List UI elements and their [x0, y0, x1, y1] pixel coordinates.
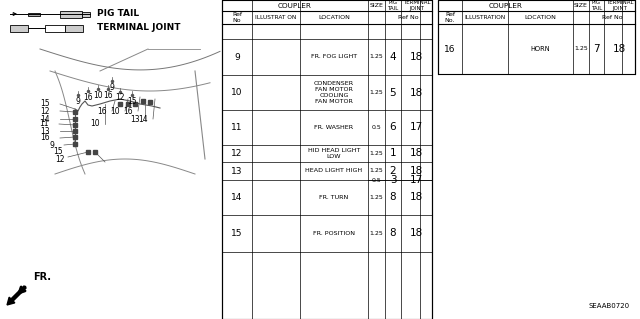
Text: FR. FOG LIGHT: FR. FOG LIGHT: [311, 55, 357, 60]
Text: CONDENSER
FAN MOTOR
COOLING
FAN MOTOR: CONDENSER FAN MOTOR COOLING FAN MOTOR: [314, 81, 354, 104]
Text: 0.5: 0.5: [372, 125, 381, 130]
Bar: [45, 25, 65, 32]
Text: 10: 10: [231, 88, 243, 97]
Text: 6: 6: [390, 122, 396, 132]
Bar: [65, 25, 83, 32]
Text: Ref
No: Ref No: [232, 12, 242, 23]
Text: 1.25: 1.25: [370, 55, 383, 60]
Text: 1.25: 1.25: [370, 168, 383, 174]
Text: PIG
TAIL: PIG TAIL: [591, 0, 602, 11]
Text: 10: 10: [93, 91, 103, 100]
Text: 0.5: 0.5: [372, 177, 381, 182]
Text: FR.: FR.: [33, 272, 51, 282]
Text: 15: 15: [127, 97, 137, 106]
Text: 18: 18: [410, 192, 423, 203]
Text: 15: 15: [231, 229, 243, 238]
Text: SIZE: SIZE: [574, 3, 588, 8]
Text: 15: 15: [40, 100, 50, 108]
Text: 3: 3: [390, 175, 396, 185]
Text: 12: 12: [231, 149, 243, 158]
Text: LOCATION: LOCATION: [318, 15, 350, 20]
Text: 17: 17: [410, 122, 423, 132]
Text: 18: 18: [410, 87, 423, 98]
Text: 18: 18: [410, 228, 423, 239]
Text: 8: 8: [390, 228, 396, 239]
Text: 16: 16: [97, 107, 107, 115]
Text: 1.25: 1.25: [370, 195, 383, 200]
Text: 18: 18: [410, 52, 423, 62]
Text: 17: 17: [410, 175, 423, 185]
Text: 4: 4: [390, 52, 396, 62]
Text: 1.25: 1.25: [370, 151, 383, 156]
Text: 7: 7: [593, 44, 600, 54]
Text: 1.25: 1.25: [370, 231, 383, 236]
Text: SIZE: SIZE: [369, 3, 383, 8]
Text: 12: 12: [115, 93, 125, 102]
Text: HID HEAD LIGHT
LOW: HID HEAD LIGHT LOW: [308, 148, 360, 159]
Text: 15: 15: [53, 147, 63, 157]
Text: 13: 13: [130, 115, 140, 123]
Text: PIG
TAIL: PIG TAIL: [387, 0, 399, 11]
Text: 16: 16: [40, 133, 50, 143]
Text: 8: 8: [390, 192, 396, 203]
Text: ILLUSTRATION: ILLUSTRATION: [465, 15, 506, 20]
Text: 5: 5: [390, 87, 396, 98]
Bar: [222, 0, 432, 319]
Text: 16: 16: [444, 44, 456, 54]
Text: PIG TAIL: PIG TAIL: [97, 10, 139, 19]
Text: FR. WASHER: FR. WASHER: [314, 125, 353, 130]
Text: 2: 2: [390, 166, 396, 176]
FancyArrow shape: [7, 286, 26, 305]
Text: 1: 1: [390, 149, 396, 159]
Text: 10: 10: [110, 107, 120, 115]
Text: 9: 9: [234, 53, 240, 62]
Bar: [438, 0, 635, 74]
Text: 13: 13: [40, 127, 50, 136]
Text: TERMINAL JOINT: TERMINAL JOINT: [97, 24, 180, 33]
Text: 1.25: 1.25: [370, 90, 383, 95]
Bar: [10, 25, 28, 32]
Text: Ref No: Ref No: [398, 15, 419, 20]
Text: 9: 9: [49, 140, 54, 150]
Bar: [60, 11, 82, 18]
Text: 18: 18: [613, 44, 626, 54]
Text: 16: 16: [83, 93, 93, 101]
Text: Ref No: Ref No: [602, 15, 622, 20]
Text: 16: 16: [103, 91, 113, 100]
Text: 16: 16: [123, 107, 133, 115]
Text: 9: 9: [76, 97, 81, 106]
Text: 18: 18: [410, 166, 423, 176]
Text: ILLUSTRAT ON: ILLUSTRAT ON: [255, 15, 297, 20]
Text: FR. POSITION: FR. POSITION: [313, 231, 355, 236]
Text: TERMINAL
JOINT: TERMINAL JOINT: [605, 0, 633, 11]
Text: HORN: HORN: [531, 46, 550, 52]
Bar: [82, 11, 90, 17]
Text: 12: 12: [55, 155, 65, 165]
Text: TERMINAL
JOINT: TERMINAL JOINT: [403, 0, 430, 11]
Text: HEAD LIGHT HIGH: HEAD LIGHT HIGH: [305, 168, 363, 174]
Text: 18: 18: [410, 149, 423, 159]
Text: 14: 14: [40, 115, 50, 123]
Text: 14: 14: [138, 115, 148, 123]
Text: COUPLER: COUPLER: [488, 3, 522, 9]
Text: SEAAB0720: SEAAB0720: [589, 303, 630, 309]
Text: LOCATION: LOCATION: [525, 15, 556, 20]
Text: 14: 14: [231, 193, 243, 202]
Text: 12: 12: [40, 107, 50, 115]
Text: 10: 10: [90, 120, 100, 129]
Text: 13: 13: [231, 167, 243, 175]
Text: FR. TURN: FR. TURN: [319, 195, 349, 200]
Bar: [28, 12, 40, 16]
Text: COUPLER: COUPLER: [278, 3, 312, 9]
Text: 1.25: 1.25: [574, 47, 588, 51]
Text: 9: 9: [109, 83, 115, 92]
Text: Ref
No.: Ref No.: [445, 12, 455, 23]
Text: 11: 11: [40, 120, 49, 129]
Text: 11: 11: [231, 123, 243, 132]
